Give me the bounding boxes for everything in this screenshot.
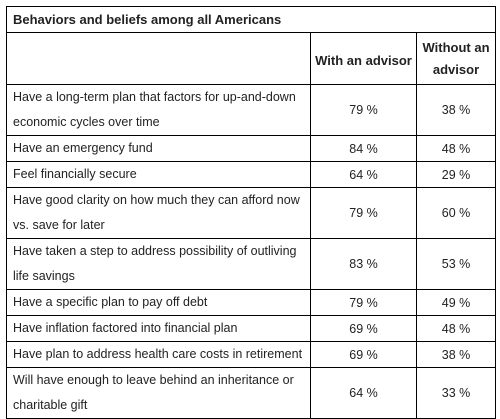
table-row: Have good clarity on how much they can a… <box>6 187 497 239</box>
value-without-advisor: 49 % <box>415 289 497 316</box>
header-blank-cell <box>6 32 311 85</box>
row-label: Have taken a step to address possibility… <box>6 238 311 290</box>
row-label: Will have enough to leave behind an inhe… <box>6 367 311 419</box>
table-row: Will have enough to leave behind an inhe… <box>6 367 497 419</box>
value-with-advisor: 84 % <box>310 135 417 162</box>
value-without-advisor: 33 % <box>415 367 497 419</box>
value-with-advisor: 79 % <box>310 187 417 239</box>
table-row: Have a long-term plan that factors for u… <box>6 84 497 136</box>
table-row: Have an emergency fund 84 % 48 % <box>6 135 497 162</box>
value-with-advisor: 83 % <box>310 238 417 290</box>
row-label: Have inflation factored into financial p… <box>6 315 311 342</box>
value-with-advisor: 79 % <box>310 84 417 136</box>
value-without-advisor: 48 % <box>415 135 497 162</box>
column-header-with-advisor: With an advisor <box>310 32 417 85</box>
value-with-advisor: 69 % <box>310 341 417 368</box>
column-header-without-advisor: Without an advisor <box>415 32 497 85</box>
row-label: Have a long-term plan that factors for u… <box>6 84 311 136</box>
table-row: Feel financially secure 64 % 29 % <box>6 161 497 188</box>
table-row: Have taken a step to address possibility… <box>6 238 497 290</box>
table-row: Have plan to address health care costs i… <box>6 341 497 368</box>
row-label: Have a specific plan to pay off debt <box>6 289 311 316</box>
value-with-advisor: 64 % <box>310 367 417 419</box>
table-row: Have a specific plan to pay off debt 79 … <box>6 289 497 316</box>
value-without-advisor: 38 % <box>415 84 497 136</box>
value-without-advisor: 48 % <box>415 315 497 342</box>
value-without-advisor: 38 % <box>415 341 497 368</box>
value-with-advisor: 64 % <box>310 161 417 188</box>
table-row: Have inflation factored into financial p… <box>6 315 497 342</box>
row-label: Feel financially secure <box>6 161 311 188</box>
row-label: Have an emergency fund <box>6 135 311 162</box>
behaviors-table-container: Behaviors and beliefs among all American… <box>5 6 497 419</box>
value-without-advisor: 29 % <box>415 161 497 188</box>
table-title: Behaviors and beliefs among all American… <box>5 6 497 33</box>
value-without-advisor: 60 % <box>415 187 497 239</box>
row-label: Have good clarity on how much they can a… <box>6 187 311 239</box>
behaviors-table: Behaviors and beliefs among all American… <box>5 6 497 419</box>
row-label: Have plan to address health care costs i… <box>6 341 311 368</box>
value-without-advisor: 53 % <box>415 238 497 290</box>
value-with-advisor: 79 % <box>310 289 417 316</box>
value-with-advisor: 69 % <box>310 315 417 342</box>
